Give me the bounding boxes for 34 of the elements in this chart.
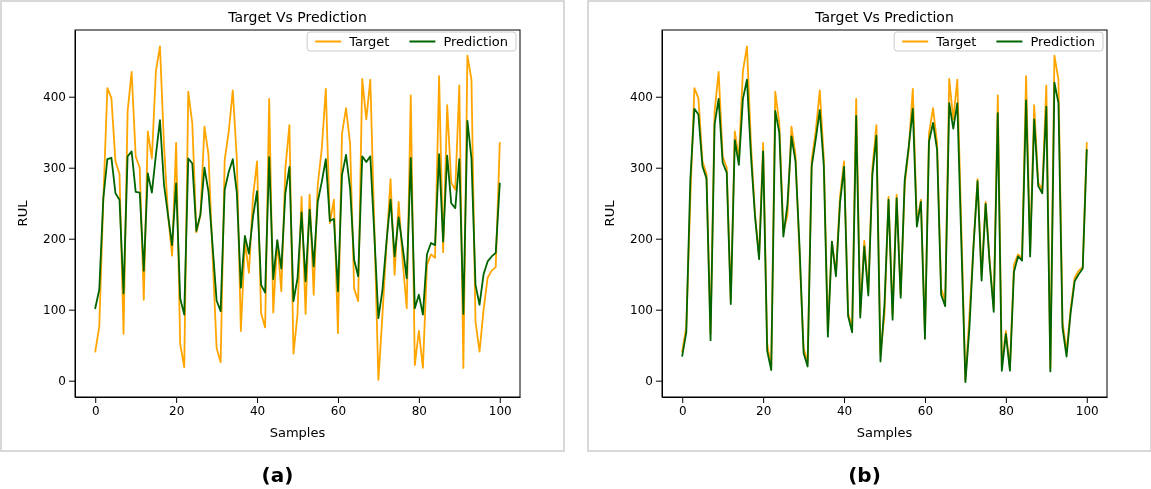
- x-tick-label: 40: [249, 403, 266, 418]
- x-tick-label: 40: [836, 403, 853, 418]
- x-tick-label: 20: [756, 403, 772, 418]
- y-tick-label: 200: [630, 232, 653, 247]
- y-tick-label: 300: [630, 161, 653, 176]
- y-tick-label: 0: [645, 374, 653, 389]
- chart-title: Target Vs Prediction: [227, 9, 367, 25]
- x-tick-label: 0: [678, 403, 687, 418]
- x-tick-label: 0: [91, 403, 100, 418]
- text: (b): [848, 463, 881, 487]
- y-tick-label: 200: [43, 232, 66, 247]
- x-axis-title: Samples: [269, 425, 326, 440]
- y-tick-label: 400: [630, 90, 653, 105]
- y-tick-label: 0: [58, 374, 66, 389]
- x-tick-label: 20: [169, 403, 185, 418]
- x-tick-label: 60: [917, 403, 934, 418]
- y-axis-title: RUL: [602, 199, 617, 227]
- text: (a): [261, 463, 294, 487]
- x-axis-title: Samples: [856, 425, 913, 440]
- legend-label: Prediction: [443, 34, 508, 49]
- chart-title: Target Vs Prediction: [814, 9, 954, 25]
- y-tick-label: 100: [43, 303, 66, 318]
- y-tick-label: 100: [630, 303, 653, 318]
- y-tick-label: 300: [43, 161, 66, 176]
- x-tick-label: 80: [998, 403, 1014, 418]
- x-tick-label: 100: [1075, 403, 1099, 418]
- y-tick-label: 400: [43, 90, 66, 105]
- legend-label: Prediction: [1030, 34, 1095, 49]
- x-tick-label: 80: [411, 403, 427, 418]
- x-tick-label: 60: [330, 403, 347, 418]
- legend-label: Target: [935, 34, 977, 49]
- y-axis-title: RUL: [15, 199, 30, 227]
- legend-label: Target: [348, 34, 390, 49]
- x-tick-label: 100: [488, 403, 512, 418]
